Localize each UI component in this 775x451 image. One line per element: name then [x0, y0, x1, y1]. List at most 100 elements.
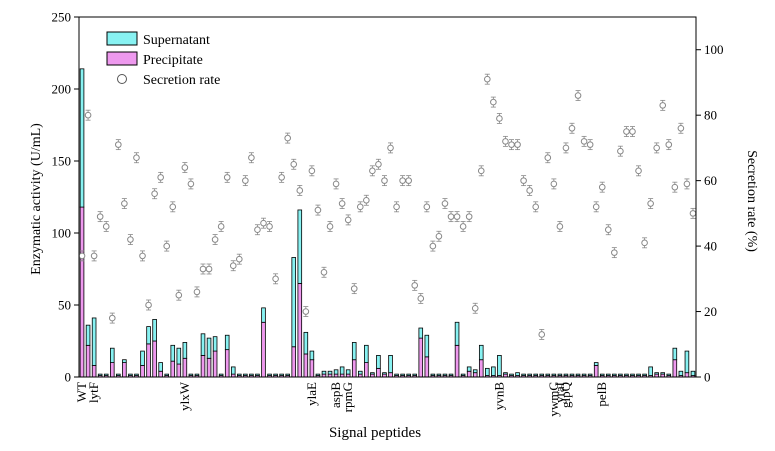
secretion-rate-point	[296, 187, 304, 194]
supernatant-bar	[557, 373, 563, 376]
precipitate-bar	[472, 372, 478, 378]
precipitate-bar	[146, 343, 151, 378]
precipitate-bar	[388, 372, 393, 378]
supernatant-bar	[237, 373, 242, 376]
precipitate-bar	[152, 340, 157, 378]
precipitate-bar	[418, 337, 424, 378]
supernatant-bar	[527, 373, 532, 376]
supernatant-bar	[243, 373, 248, 376]
y2-axis-title: Secretion rate (%)	[744, 150, 759, 252]
secretion-rate-point	[338, 200, 346, 207]
secretion-rate-point	[417, 295, 425, 302]
precipitate-bar	[593, 365, 599, 378]
secretion-rate-point	[272, 275, 279, 283]
supernatant-bar	[297, 209, 303, 284]
x-category-label: yraI	[552, 382, 567, 403]
secretion-rate-point	[659, 102, 667, 109]
secretion-rate-point	[193, 288, 201, 296]
precipitate-bar	[91, 365, 97, 378]
supernatant-bar	[678, 370, 684, 376]
precipitate-bar	[454, 344, 460, 378]
legend-swatch-precipitate	[106, 51, 138, 66]
precipitate-bar	[85, 344, 91, 378]
secretion-rate-point	[526, 187, 533, 194]
secretion-rate-point	[314, 206, 322, 214]
precipitate-bar	[140, 365, 145, 378]
secretion-rate-point	[127, 236, 134, 243]
bars-layer	[79, 68, 696, 378]
legend-label-precipitate: Precipitate	[143, 53, 203, 68]
secretion-rate-point	[574, 92, 582, 99]
supernatant-bar	[255, 373, 260, 376]
secretion-rate-point	[302, 308, 310, 315]
secretion-rate-point	[169, 203, 177, 211]
supernatant-bar	[406, 373, 411, 376]
supernatant-bar	[224, 334, 230, 351]
supernatant-bar	[79, 68, 85, 208]
supernatant-bar	[351, 342, 357, 361]
secretion-rate-point	[181, 164, 189, 171]
secretion-rate-point	[550, 180, 558, 188]
secretion-rate-points	[78, 73, 697, 340]
supernatant-bar	[593, 362, 599, 366]
precipitate-bar	[176, 363, 182, 378]
supernatant-bar	[267, 373, 272, 376]
supernatant-bar	[466, 366, 472, 372]
supernatant-bar	[285, 373, 290, 376]
secretion-rate-point	[278, 174, 285, 181]
supernatant-bar	[660, 372, 666, 375]
supernatant-bar	[140, 350, 145, 366]
secretion-rate-point	[320, 268, 328, 276]
supernatant-bar	[424, 334, 430, 358]
precipitate-bar	[376, 367, 381, 378]
secretion-rate-point	[139, 252, 146, 260]
supernatant-bar	[630, 373, 635, 376]
supernatant-bar	[364, 344, 369, 364]
secretion-rate-point	[641, 239, 648, 247]
supernatant-bar	[612, 373, 617, 376]
secretion-rate-point	[629, 128, 636, 135]
supernatant-bar	[339, 366, 345, 375]
secretion-rate-point	[260, 219, 267, 227]
supernatant-bar	[376, 354, 381, 369]
x-category-label: ylaE	[304, 382, 319, 406]
legend-swatch-supernatant	[106, 31, 138, 46]
y-tick-label: 250	[52, 10, 72, 25]
secretion-rate-point	[611, 249, 618, 256]
supernatant-bar	[509, 373, 514, 376]
secretion-rate-point	[471, 304, 479, 312]
secretion-rate-point	[411, 282, 419, 289]
precipitate-bar	[109, 362, 115, 378]
precipitate-bar	[182, 357, 188, 378]
supernatant-bar	[116, 373, 121, 376]
supernatant-bar	[672, 347, 678, 361]
supernatant-bar	[478, 344, 484, 361]
secretion-rate-point	[604, 226, 612, 234]
secretion-rate-point	[532, 203, 540, 211]
y-axis-title: Enzymatic activity (U/mL)	[29, 123, 44, 275]
secretion-rate-point	[157, 174, 164, 181]
secretion-rate-point	[677, 124, 685, 132]
secretion-rate-point	[653, 144, 660, 152]
supernatant-bar	[690, 370, 696, 376]
secretion-rate-point	[671, 183, 679, 191]
supernatant-bar	[333, 369, 339, 375]
secretion-rate-point	[242, 177, 249, 184]
x-category-label: rpmG	[340, 382, 355, 412]
supernatant-bar	[460, 373, 466, 376]
legend-marker-secretion-rate	[117, 74, 127, 84]
supernatant-bar	[370, 372, 375, 375]
x-category-label: yvnB	[491, 382, 506, 411]
supernatant-bar	[158, 362, 163, 372]
secretion-rate-point	[235, 255, 243, 263]
secretion-rate-point	[115, 141, 122, 148]
precipitate-bar	[478, 359, 484, 378]
secretion-rate-point	[592, 203, 600, 211]
supernatant-bar	[418, 327, 424, 339]
axes: 0 50 100 150 200 250 0 20 40 60 80 100	[52, 10, 724, 385]
secretion-rate-point	[175, 291, 183, 299]
secretion-rate-point	[381, 177, 388, 184]
supernatant-bar	[309, 350, 315, 361]
secretion-rate-point	[387, 144, 394, 152]
